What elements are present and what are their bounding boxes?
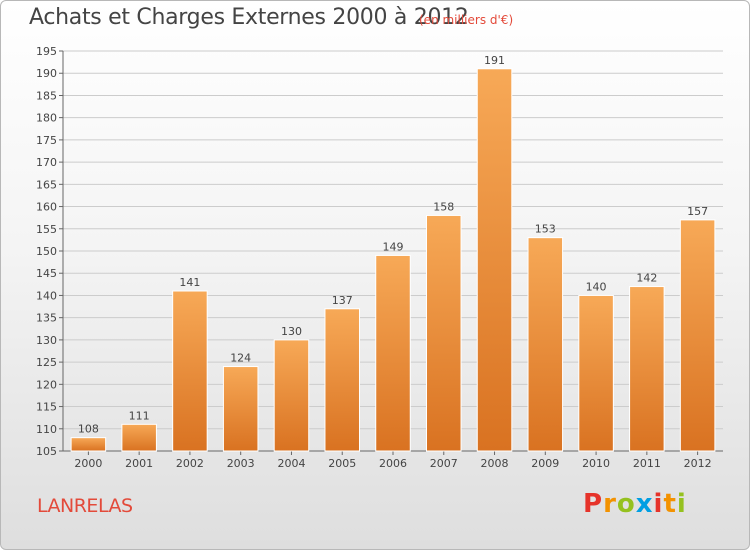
data-label: 157: [687, 205, 708, 218]
data-label: 142: [636, 272, 657, 285]
y-tick-label: 110: [36, 423, 57, 436]
chart-subtitle: (en milliers d'€): [419, 13, 514, 27]
y-tick-label: 130: [36, 334, 57, 347]
brand-letter: i: [653, 489, 664, 519]
y-tick-label: 160: [36, 201, 57, 214]
bars: [70, 68, 716, 452]
y-tick-label: 125: [36, 356, 57, 369]
y-tick-label: 175: [36, 134, 57, 147]
x-tick-label: 2012: [684, 457, 712, 470]
y-tick-label: 180: [36, 112, 57, 125]
commune-name: LANRELAS: [37, 495, 133, 517]
brand-letter: x: [635, 489, 654, 519]
bar: [629, 286, 665, 452]
bar: [527, 237, 564, 452]
bar: [172, 290, 208, 452]
bar: [222, 366, 259, 452]
bar: [476, 68, 513, 452]
x-tick-label: 2008: [481, 457, 509, 470]
y-tick-label: 195: [36, 45, 57, 58]
data-label: 191: [484, 54, 505, 67]
bar: [324, 308, 360, 452]
labels: 105 110 115 120 125 130 135 140 145 150 155 160 165 1…: [36, 45, 712, 470]
y-tick-label: 155: [36, 223, 57, 236]
x-tick-label: 2011: [633, 457, 661, 470]
y-tick-label: 190: [36, 67, 57, 80]
y-tick-label: 145: [36, 267, 57, 280]
data-label: 111: [129, 409, 150, 422]
x-tick-label: 2003: [227, 457, 255, 470]
x-tick-label: 2010: [582, 457, 610, 470]
y-tick-label: 185: [36, 89, 57, 102]
x-tick-label: 2004: [277, 457, 305, 470]
brand-letter: P: [583, 489, 604, 519]
data-label: 153: [535, 223, 556, 236]
brand-logo: Proxiti: [583, 489, 687, 519]
data-label: 130: [281, 325, 302, 338]
x-tick-label: 2000: [74, 457, 102, 470]
x-tick-label: 2002: [176, 457, 204, 470]
y-tick-label: 165: [36, 178, 57, 191]
data-label: 149: [383, 240, 404, 253]
x-tick-label: 2009: [531, 457, 559, 470]
bar: [121, 423, 157, 452]
data-label: 158: [433, 200, 454, 213]
data-label: 124: [230, 352, 251, 365]
y-tick-label: 120: [36, 378, 57, 391]
bar: [426, 214, 462, 452]
bar: [679, 219, 716, 452]
bar: [273, 339, 310, 452]
y-tick-label: 135: [36, 312, 57, 325]
chart-title: Achats et Charges Externes 2000 à 2012: [29, 5, 469, 30]
bar: [70, 437, 107, 452]
y-tick-label: 150: [36, 245, 57, 258]
brand-letter: i: [676, 489, 687, 519]
data-label: 140: [586, 280, 607, 293]
x-tick-label: 2007: [430, 457, 458, 470]
data-label: 141: [179, 276, 200, 289]
bar: [578, 294, 614, 452]
brand-letter: o: [616, 489, 636, 519]
y-tick-label: 115: [36, 401, 57, 414]
x-tick-label: 2005: [328, 457, 356, 470]
brand-letter: r: [603, 489, 617, 519]
y-tick-label: 170: [36, 156, 57, 169]
brand-letter: t: [663, 489, 677, 519]
y-tick-label: 140: [36, 289, 57, 302]
bar: [375, 254, 411, 452]
x-tick-label: 2006: [379, 457, 407, 470]
y-tick-label: 105: [36, 445, 57, 458]
data-label: 137: [332, 294, 353, 307]
x-tick-label: 2001: [125, 457, 153, 470]
data-label: 108: [78, 423, 99, 436]
